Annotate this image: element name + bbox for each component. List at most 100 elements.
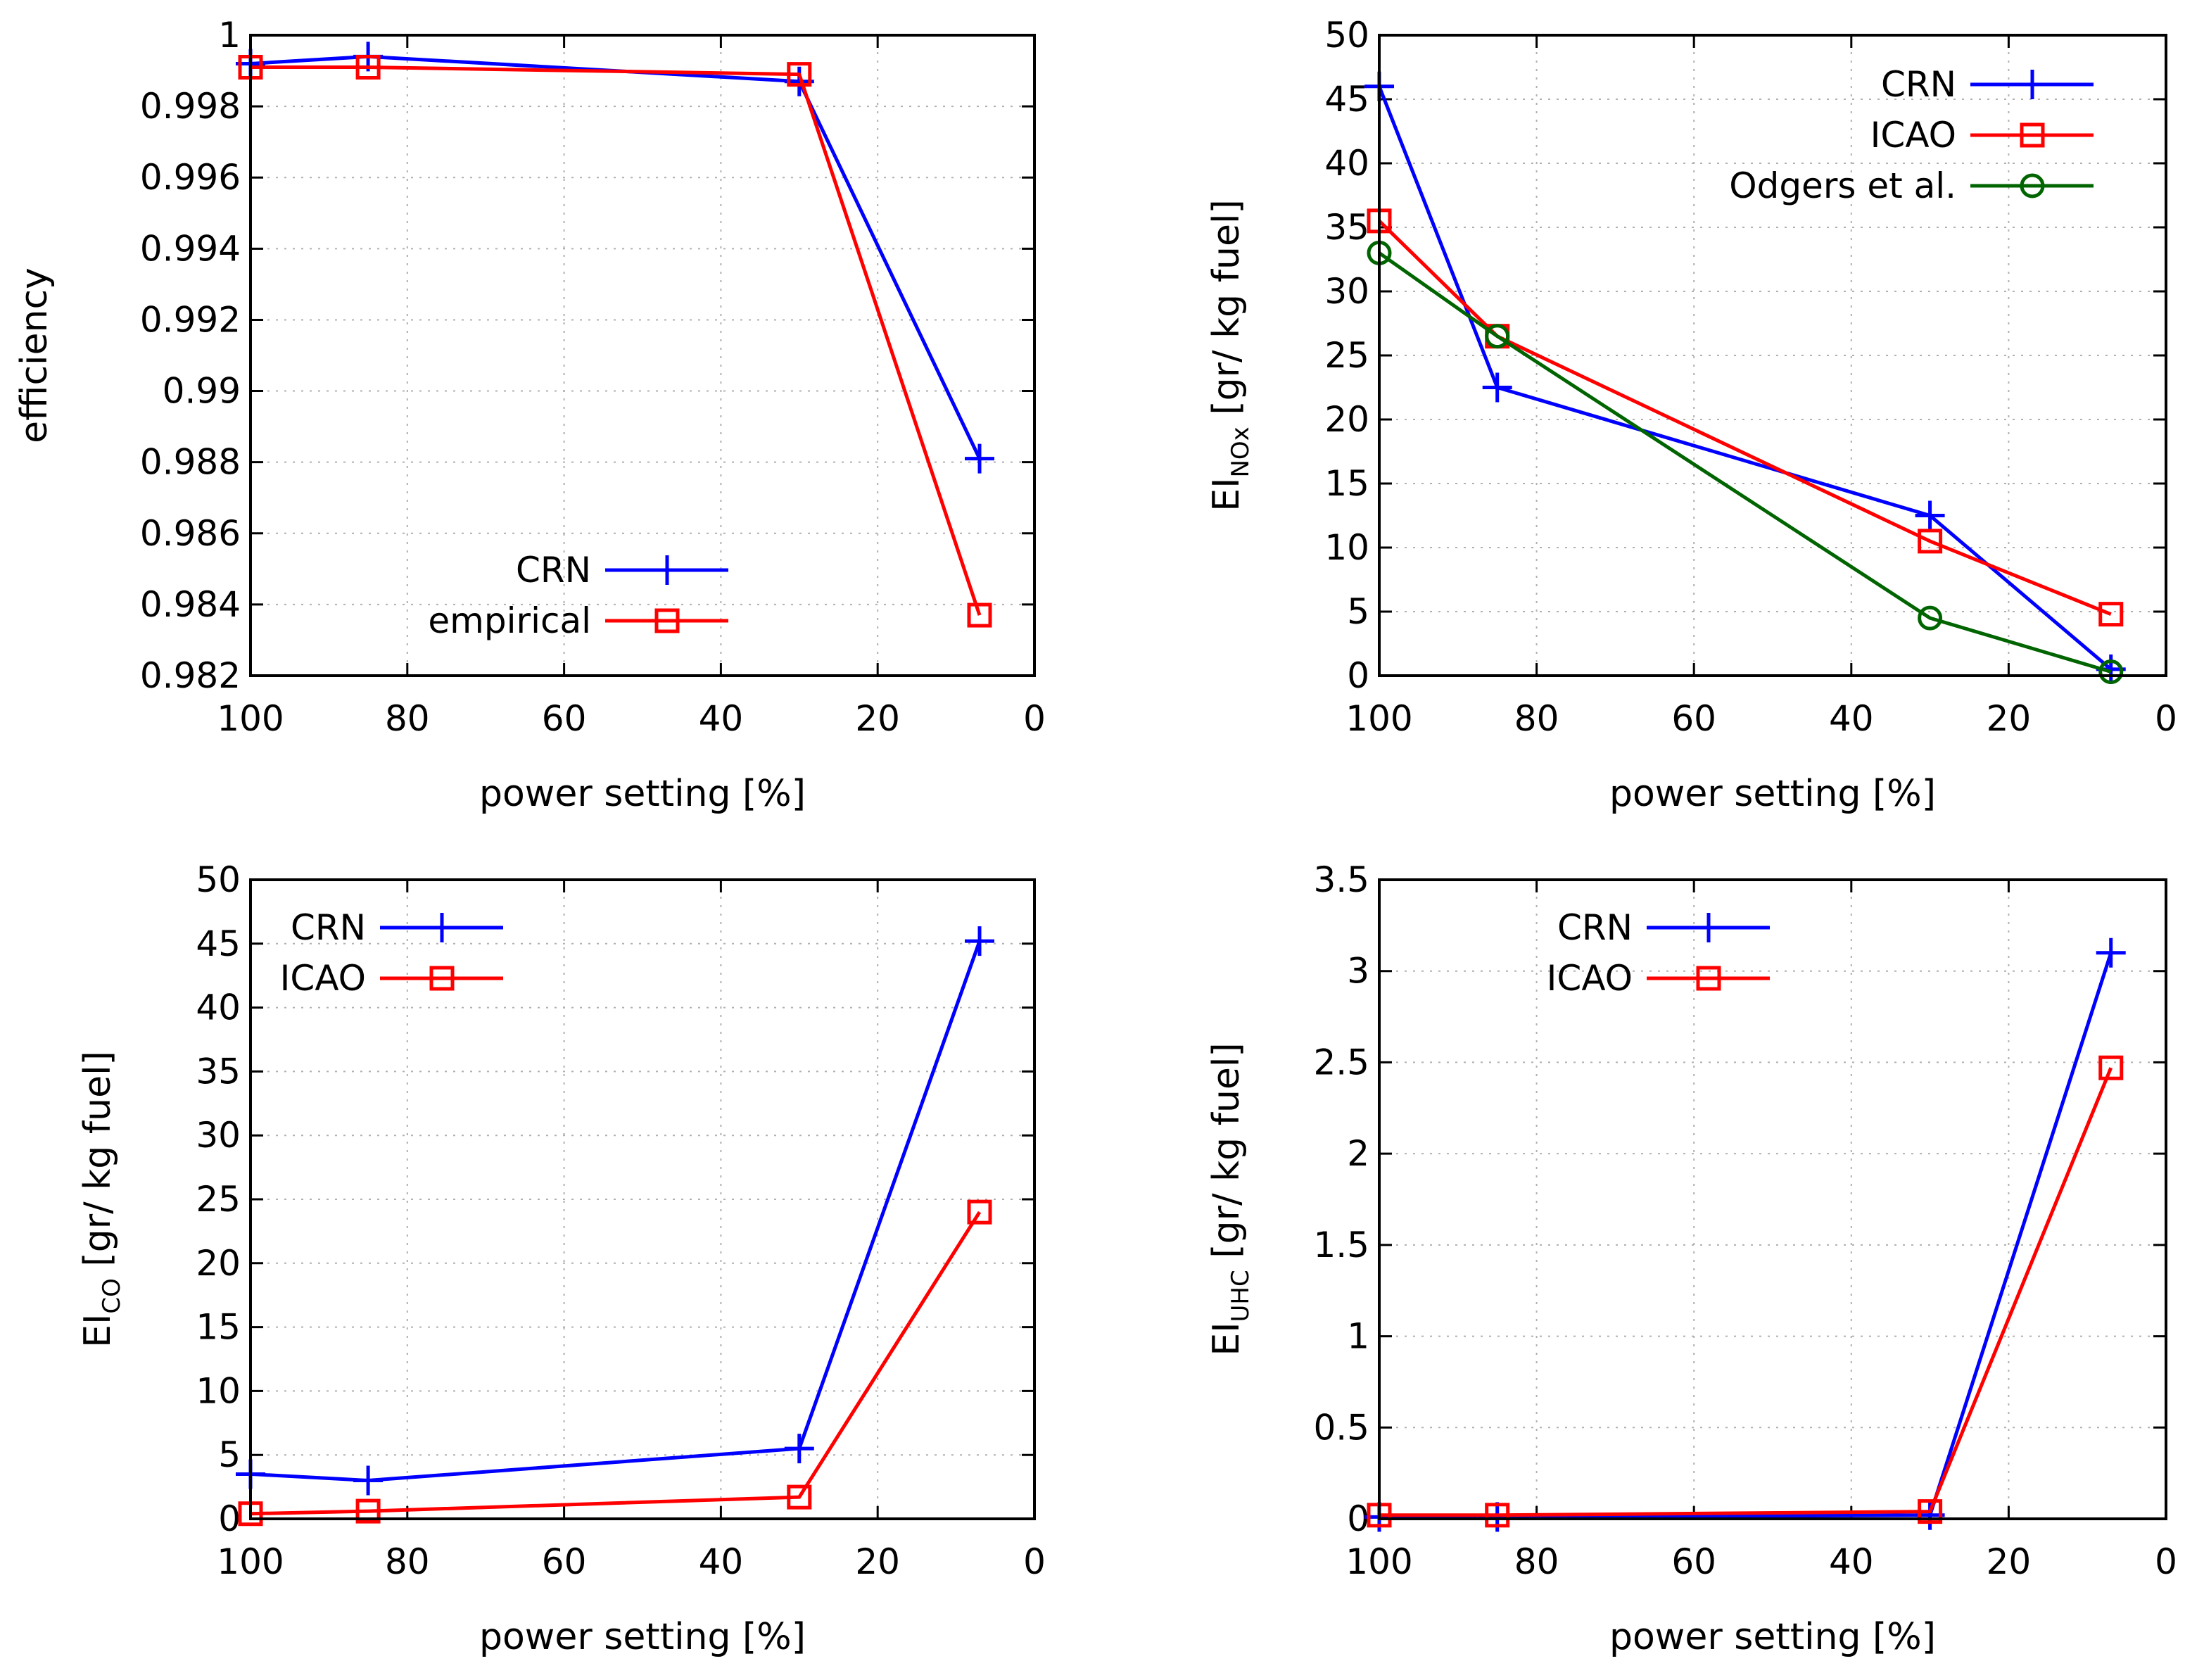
series-line (250, 54, 982, 460)
data-point (1918, 1499, 1943, 1524)
y-tick-label: 10 (196, 1370, 241, 1411)
y-tick-label: 25 (1324, 335, 1369, 376)
y-tick-label: 0.982 (140, 655, 241, 696)
y-tick-label: 5 (1347, 591, 1369, 632)
legend-label: CRN (1557, 907, 1633, 948)
x-tick-label: 20 (1987, 1541, 2032, 1582)
legend: CRN ICAO (280, 907, 503, 999)
y-axis-label-units: [gr/ kg fuel] (1205, 199, 1248, 427)
y-axis-label-units: [gr/ kg fuel] (77, 1051, 119, 1278)
x-tick-label: 20 (855, 698, 900, 739)
x-tick-label: 60 (1671, 698, 1716, 739)
data-point (1482, 372, 1512, 403)
legend-marker (654, 608, 680, 633)
x-tick-label: 60 (542, 698, 587, 739)
data-point (1485, 1503, 1510, 1528)
y-axis-label: EICO [gr/ kg fuel] (77, 1051, 126, 1348)
y-axis-label-main: EI (77, 1314, 119, 1348)
series-odgers-et-al- (1367, 240, 2124, 685)
y-tick-label: 35 (1324, 207, 1369, 248)
y-tick-label: 20 (196, 1243, 241, 1284)
data-point (967, 602, 992, 628)
plot-frame (249, 878, 1036, 1520)
data-point (1918, 605, 1943, 631)
y-tick-label: 25 (196, 1179, 241, 1220)
y-tick-label: 40 (1324, 143, 1369, 184)
series-line (1378, 251, 2112, 674)
x-tick-label: 80 (385, 1541, 430, 1582)
y-tick-label: 0 (1347, 655, 1369, 696)
legend: CRN ICAO (1547, 907, 1770, 999)
chart-panel-4: 0 0.5 1 1.5 2 2.5 3 3.5 100 80 60 40 20 0 power settin… (1205, 859, 2177, 1658)
series-line (1377, 85, 2113, 671)
plot-frame (1378, 878, 2167, 1520)
x-tick-label: 0 (2155, 698, 2177, 739)
data-point (2098, 659, 2124, 685)
series-line (250, 1211, 982, 1516)
y-tick-label: 0.996 (140, 157, 241, 198)
x-tick-label: 0 (2155, 1541, 2177, 1582)
legend-label: CRN (291, 907, 366, 948)
data-point (1485, 324, 1510, 349)
y-tick-label: 0.986 (140, 513, 241, 554)
data-point (965, 443, 995, 474)
legend-marker (2020, 173, 2045, 198)
x-tick-label: 40 (699, 1541, 744, 1582)
x-tick-label: 20 (1987, 698, 2032, 739)
x-tick-label: 60 (542, 1541, 587, 1582)
x-tick-label: 80 (1514, 698, 1559, 739)
data-point (784, 1434, 814, 1464)
data-point (355, 55, 381, 80)
series-line (1379, 1067, 2113, 1517)
data-point (2098, 602, 2124, 627)
y-axis-label-units: [gr/ kg fuel] (1205, 1042, 1248, 1270)
x-tick-label: 100 (217, 698, 284, 739)
chart-panel-3: 0 5 10 15 20 25 30 35 40 45 50 100 80 60 40 20 0 power se… (77, 859, 1046, 1658)
data-point (353, 1465, 384, 1496)
y-tick-label: 0.99 (163, 371, 241, 412)
y-tick-label: 50 (1324, 15, 1369, 56)
y-tick-label: 15 (196, 1307, 241, 1348)
data-point (967, 1199, 992, 1225)
y-tick-label: 0.998 (140, 86, 241, 127)
y-tick-label: 20 (1324, 399, 1369, 440)
y-tick-label: 50 (196, 859, 241, 900)
x-axis-label: power setting [%] (479, 1616, 806, 1658)
y-tick-label: 2.5 (1313, 1042, 1369, 1082)
legend: CRN empirical (428, 550, 728, 641)
y-tick-label: 0 (1347, 1498, 1369, 1539)
legend-marker (652, 555, 682, 585)
y-tick-label: 30 (196, 1115, 241, 1156)
legend-marker (427, 913, 457, 942)
y-tick-label: 15 (1324, 463, 1369, 504)
y-tick-label: 0.992 (140, 299, 241, 340)
x-tick-label: 80 (385, 698, 430, 739)
data-point (2098, 1055, 2124, 1080)
y-axis-label: EIUHC [gr/ kg fuel] (1205, 1042, 1255, 1356)
y-tick-label: 2 (1347, 1133, 1369, 1174)
data-point (1915, 500, 1945, 531)
y-axis-label-main: EI (1205, 478, 1248, 512)
chart-panel-1: 0.982 0.984 0.986 0.988 0.99 0.992 0.994 0.996 0… (13, 15, 1046, 815)
legend-label: ICAO (1870, 115, 1956, 156)
y-tick-label: 3.5 (1313, 859, 1369, 900)
y-tick-label: 1 (218, 15, 241, 56)
y-tick-label: 0.988 (140, 442, 241, 483)
y-tick-label: 3 (1347, 951, 1369, 992)
legend-label: Odgers et al. (1729, 165, 1956, 206)
y-tick-label: 1.5 (1313, 1225, 1369, 1265)
legend-marker (2018, 70, 2047, 99)
y-tick-label: 0.984 (140, 584, 241, 625)
legend-marker (1696, 966, 1721, 991)
y-axis-label-subscript: NOx (1227, 427, 1255, 477)
y-tick-label: 40 (196, 987, 241, 1028)
chart-panel-2: 0 5 10 15 20 25 30 35 40 45 50 100 80 60 40 20 0 power se… (1205, 15, 2177, 815)
y-tick-label: 45 (1324, 79, 1369, 120)
y-axis-label-subscript: CO (98, 1278, 126, 1314)
legend-marker (2020, 122, 2045, 148)
y-axis-label-subscript: UHC (1227, 1270, 1255, 1322)
data-point (1918, 529, 1943, 554)
series-line (1378, 220, 2112, 616)
y-tick-label: 5 (218, 1434, 241, 1475)
plot-frame (1378, 34, 2167, 677)
